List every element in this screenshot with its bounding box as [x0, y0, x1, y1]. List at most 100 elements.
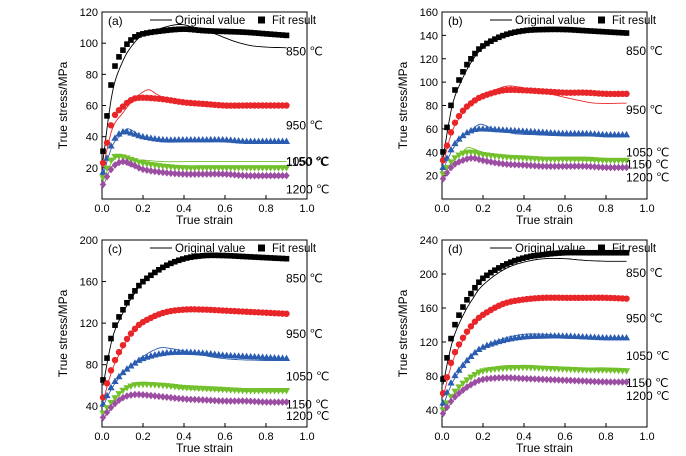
fit-marker-850 [508, 259, 514, 266]
y-tick-label: 200 [80, 235, 98, 247]
fit-marker-1200 [239, 171, 246, 180]
fit-marker-850 [444, 355, 450, 361]
fit-marker-850 [259, 30, 266, 37]
curve-label-950: 950 ℃ [286, 327, 323, 341]
fit-marker-1050 [115, 130, 123, 137]
x-axis-title: True strain [516, 213, 573, 227]
fit-marker-850 [132, 34, 138, 40]
fit-marker-1200 [107, 403, 115, 412]
fit-marker-850 [512, 29, 518, 36]
panel-d-chart: 0.0 0.2 0.4 0.6 0.8 1.0 40 80 120 160 200 240 True s… [396, 235, 670, 455]
fit-marker-850 [156, 266, 162, 273]
fit-marker-1050 [123, 365, 131, 372]
x-tick-label: 1.0 [299, 203, 314, 215]
series-950 [439, 294, 630, 398]
fit-marker-850 [512, 257, 518, 264]
fit-marker-850 [480, 275, 486, 282]
fit-marker-1200 [267, 398, 274, 406]
fit-marker-950 [451, 348, 459, 356]
fit-marker-1200 [139, 165, 147, 174]
fit-marker-850 [480, 43, 486, 49]
fit-marker-1150 [622, 368, 631, 375]
panel-c-chart: 0.0 0.2 0.4 0.6 0.8 1.0 40 80 120 160 200 True stra… [56, 235, 330, 455]
fit-marker-950 [115, 348, 123, 356]
fit-marker-850 [227, 252, 234, 259]
fit-marker-1150 [282, 165, 291, 172]
fit-marker-1200 [283, 398, 290, 406]
fit-marker-1050 [455, 135, 463, 142]
fit-marker-1200 [483, 157, 491, 165]
fit-marker-1200 [623, 378, 630, 386]
fit-marker-1200 [611, 378, 618, 386]
fit-marker-850 [227, 28, 234, 35]
fit-marker-1200 [503, 373, 511, 382]
fit-marker-1050 [103, 391, 111, 399]
fit-marker-1050 [135, 131, 143, 139]
fit-marker-850 [440, 149, 446, 155]
fit-marker-1200 [519, 374, 526, 383]
curve-label-1200: 1200 ℃ [286, 409, 330, 423]
fit-marker-850 [488, 269, 494, 276]
fit-marker-850 [615, 249, 622, 256]
fit-marker-1200 [587, 377, 594, 386]
fit-marker-850 [148, 29, 154, 36]
fit-marker-1200 [479, 375, 487, 384]
x-tick-label: 0.0 [94, 203, 109, 215]
fit-marker-1200 [271, 398, 278, 406]
curve-label-850: 850 ℃ [626, 266, 663, 280]
fit-marker-1200 [119, 157, 127, 166]
fit-marker-850 [543, 251, 550, 257]
fit-marker-1200 [283, 171, 290, 180]
plot-frame [441, 239, 648, 428]
fit-marker-850 [112, 63, 118, 69]
fit-marker-850 [140, 278, 146, 285]
fit-marker-850 [219, 252, 226, 259]
fit-marker-850 [484, 40, 490, 47]
fit-marker-1200 [607, 378, 614, 386]
curve-label-1200: 1200 ℃ [286, 183, 330, 197]
fit-marker-1150 [463, 377, 471, 384]
fit-marker-850 [504, 261, 510, 267]
fit-marker-1050 [467, 352, 475, 360]
fit-marker-1200 [607, 163, 614, 172]
fit-marker-1050 [622, 333, 631, 341]
curve-label-1050: 1050 ℃ [626, 146, 670, 160]
fit-marker-1200 [595, 163, 602, 171]
fit-marker-950 [119, 341, 127, 349]
plot-frame [101, 239, 308, 428]
series-1150 [439, 364, 631, 414]
fit-marker-1050 [439, 399, 447, 406]
fit-marker-850 [563, 26, 570, 33]
fit-marker-950 [455, 112, 463, 120]
legend-original-label: Original value [515, 15, 585, 27]
x-tick-label: 0.6 [217, 431, 232, 443]
fit-marker-1200 [247, 397, 254, 406]
fit-marker-1200 [595, 377, 602, 386]
fit-marker-850 [283, 255, 290, 262]
fit-marker-1200 [243, 397, 250, 405]
fit-marker-850 [619, 30, 626, 36]
x-tick-label: 0.0 [434, 431, 449, 443]
fit-marker-850 [136, 282, 142, 289]
fit-marker-1200 [527, 375, 534, 383]
fit-marker-1200 [615, 378, 622, 386]
fit-marker-850 [132, 288, 138, 294]
fit-marker-1200 [527, 161, 534, 170]
fit-marker-850 [255, 254, 262, 261]
y-tick-label: 80 [426, 371, 438, 383]
fit-marker-850 [207, 252, 214, 259]
fit-marker-1200 [203, 396, 210, 404]
curve-label-1150: 1150 ℃ [626, 157, 669, 171]
fit-marker-1050 [282, 137, 291, 144]
fit-marker-1200 [235, 397, 242, 405]
fit-marker-850 [211, 28, 218, 34]
fit-marker-850 [559, 250, 566, 256]
y-axis-title: True stress/MPa [56, 289, 70, 377]
series-1200 [99, 390, 290, 422]
fit-marker-1050 [107, 383, 115, 391]
fit-marker-850 [283, 32, 290, 39]
fit-marker-850 [519, 28, 526, 34]
series-1050 [439, 123, 631, 171]
fit-marker-1200 [147, 391, 155, 400]
fit-marker-1200 [219, 397, 226, 405]
